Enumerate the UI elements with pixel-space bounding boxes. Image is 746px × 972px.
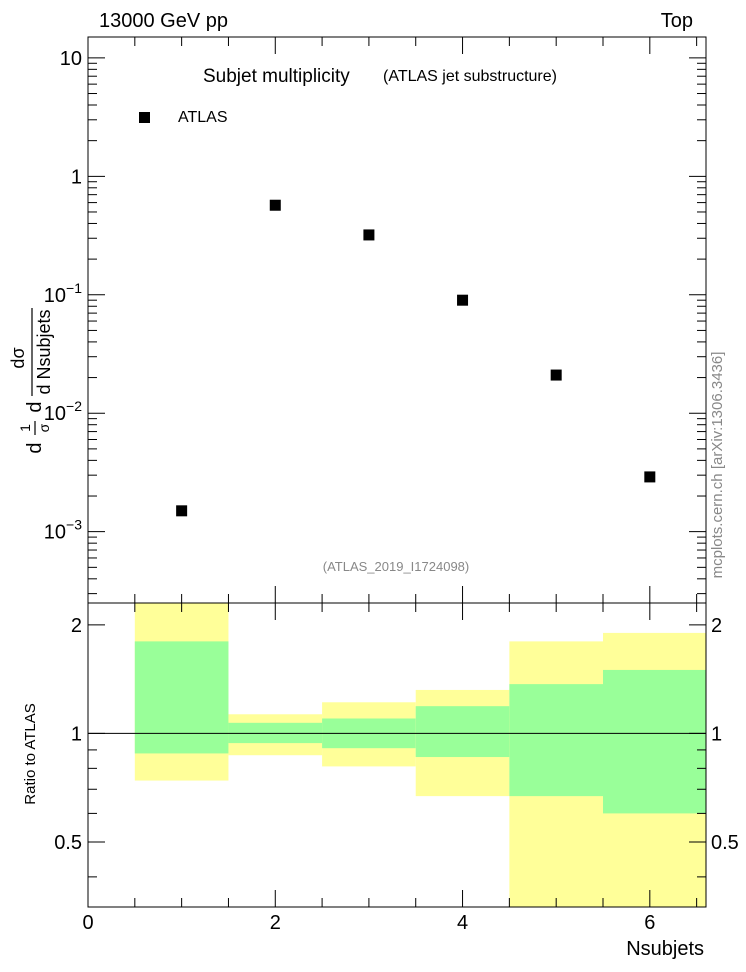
bottom-axis-ticks: [87, 603, 706, 907]
ylabel-d-prefix: d: [24, 442, 46, 453]
ratio-bands: [134, 603, 706, 907]
bottom-y-tick-label-right: 2: [711, 615, 722, 637]
ratio-band-green: [509, 684, 603, 797]
x-tick-label: 4: [457, 912, 468, 934]
bottom-y-tick-label-right: 0.5: [711, 832, 739, 854]
ylabel-one: 1: [17, 424, 33, 432]
data-point-atlas: [644, 471, 656, 483]
analysis-id: (ATLAS_2019_I1724098): [323, 559, 469, 574]
ylabel-d-mid: d: [24, 401, 46, 412]
ratio-band-green: [603, 669, 706, 814]
top-y-tick-labels: 10 1 10−1 10−2 10−3: [44, 48, 82, 544]
data-point-atlas: [457, 294, 469, 306]
source-side-label: mcplots.cern.ch [arXiv:1306.3436]: [709, 352, 726, 579]
bottom-panel: 0.5 0.5 1 1 2 2 0 2 4 6 Ratio to ATLAS Nsubjets: [22, 602, 739, 960]
bottom-y-tick-label-left: 0.5: [54, 832, 82, 854]
x-tick-label: 2: [270, 912, 281, 934]
bottom-y-tick-label-left: 1: [71, 723, 82, 745]
top-axis-ticks: [87, 37, 706, 603]
top-y-tick-label: 10−1: [44, 280, 82, 307]
x-axis-label: Nsubjets: [626, 938, 704, 960]
bottom-y-tick-label-right: 1: [711, 723, 722, 745]
ylabel-numerator: dσ: [8, 347, 28, 368]
ratio-y-axis-label: Ratio to ATLAS: [22, 703, 39, 804]
data-point-atlas: [550, 369, 562, 381]
ratio-band-green: [415, 706, 510, 758]
chart-subtitle: (ATLAS jet substructure): [383, 68, 557, 85]
top-y-tick-label: 10−2: [44, 398, 82, 425]
header-energy-label: 13000 GeV pp: [99, 10, 228, 32]
top-y-tick-label: 10−3: [44, 517, 82, 544]
legend-entry-atlas: ATLAS: [178, 109, 228, 126]
data-point-atlas: [176, 505, 188, 517]
top-y-tick-label: 10: [60, 48, 82, 70]
bottom-frame: [87, 602, 707, 908]
x-tick-label: 0: [82, 912, 93, 934]
header-process-label: Top: [661, 10, 693, 32]
top-panel: 10 1 10−1 10−2 10−3 Subjet multiplicity (ATL…: [8, 36, 707, 604]
legend-marker-atlas: [139, 112, 150, 123]
bottom-y-tick-label-left: 2: [71, 615, 82, 637]
x-tick-labels: 0 2 4 6: [82, 912, 655, 934]
top-y-tick-label: 1: [71, 166, 82, 188]
ylabel-denominator: d Nsubjets: [34, 309, 54, 394]
data-point-atlas: [269, 199, 281, 211]
data-points: [176, 199, 656, 517]
bottom-y-tick-labels: 0.5 0.5 1 1 2 2: [54, 615, 739, 854]
top-y-axis-label: d 1 σ d dσ d Nsubjets: [8, 308, 54, 454]
x-tick-label: 6: [644, 912, 655, 934]
chart-title: Subjet multiplicity: [203, 66, 350, 87]
ratio-band-green: [134, 641, 229, 754]
data-point-atlas: [363, 229, 375, 241]
ylabel-sigma: σ: [36, 423, 52, 432]
